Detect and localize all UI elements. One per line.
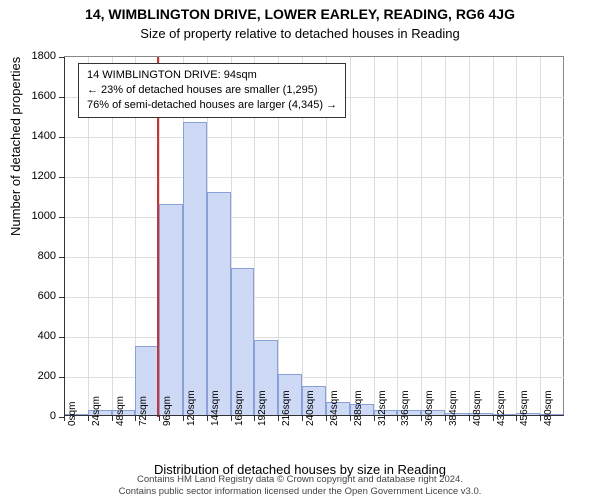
footer-line-2: Contains public sector information licen… — [0, 486, 600, 498]
gridline-h — [64, 137, 564, 138]
xtick-mark — [302, 416, 303, 421]
ytick-label: 200 — [16, 370, 56, 382]
xtick-mark — [540, 416, 541, 421]
info-line-3: 76% of semi-detached houses are larger (… — [87, 98, 337, 113]
ytick-label: 1400 — [16, 130, 56, 142]
ytick-label: 1800 — [16, 50, 56, 62]
ytick-label: 1600 — [16, 90, 56, 102]
xtick-label: 384sqm — [448, 390, 459, 426]
xtick-label: 48sqm — [115, 396, 126, 426]
xtick-mark — [397, 416, 398, 421]
xtick-mark — [88, 416, 89, 421]
ytick-label: 800 — [16, 250, 56, 262]
ytick-label: 0 — [16, 410, 56, 422]
gridline-v — [469, 57, 470, 417]
chart-container: 14, WIMBLINGTON DRIVE, LOWER EARLEY, REA… — [0, 0, 600, 500]
xtick-label: 120sqm — [186, 390, 197, 426]
chart-subtitle: Size of property relative to detached ho… — [0, 22, 600, 41]
xtick-mark — [135, 416, 136, 421]
xtick-mark — [254, 416, 255, 421]
xtick-label: 264sqm — [329, 390, 340, 426]
xtick-mark — [183, 416, 184, 421]
gridline-v — [516, 57, 517, 417]
xtick-mark — [278, 416, 279, 421]
xtick-mark — [445, 416, 446, 421]
gridline-v — [397, 57, 398, 417]
gridline-h — [64, 297, 564, 298]
plot-region: 14 WIMBLINGTON DRIVE: 94sqm ← 23% of det… — [64, 56, 564, 416]
xtick-mark — [516, 416, 517, 421]
info-line-2: ← 23% of detached houses are smaller (1,… — [87, 83, 337, 98]
xtick-mark — [374, 416, 375, 421]
xtick-label: 168sqm — [234, 390, 245, 426]
gridline-h — [64, 177, 564, 178]
xtick-label: 192sqm — [257, 390, 268, 426]
xtick-label: 72sqm — [138, 396, 149, 426]
info-box: 14 WIMBLINGTON DRIVE: 94sqm ← 23% of det… — [78, 63, 346, 118]
xtick-label: 432sqm — [496, 390, 507, 426]
ytick-label: 400 — [16, 330, 56, 342]
ytick-label: 1000 — [16, 210, 56, 222]
gridline-h — [64, 257, 564, 258]
info-line-1: 14 WIMBLINGTON DRIVE: 94sqm — [87, 68, 337, 83]
xtick-mark — [350, 416, 351, 421]
xtick-label: 96sqm — [162, 396, 173, 426]
ytick-label: 1200 — [16, 170, 56, 182]
gridline-v — [421, 57, 422, 417]
xtick-label: 216sqm — [281, 390, 292, 426]
y-axis-line — [64, 57, 65, 417]
xtick-mark — [231, 416, 232, 421]
footer: Contains HM Land Registry data © Crown c… — [0, 474, 600, 498]
xtick-mark — [469, 416, 470, 421]
xtick-label: 312sqm — [377, 390, 388, 426]
chart-area: 14 WIMBLINGTON DRIVE: 94sqm ← 23% of det… — [64, 56, 564, 416]
xtick-label: 144sqm — [210, 390, 221, 426]
xtick-label: 408sqm — [472, 390, 483, 426]
xtick-label: 0sqm — [67, 402, 78, 426]
gridline-v — [540, 57, 541, 417]
xtick-mark — [326, 416, 327, 421]
footer-line-1: Contains HM Land Registry data © Crown c… — [0, 474, 600, 486]
histogram-bar — [159, 204, 183, 416]
gridline-v — [350, 57, 351, 417]
xtick-mark — [112, 416, 113, 421]
gridline-v — [445, 57, 446, 417]
xtick-mark — [493, 416, 494, 421]
xtick-label: 336sqm — [400, 390, 411, 426]
xtick-mark — [159, 416, 160, 421]
gridline-v — [374, 57, 375, 417]
xtick-label: 288sqm — [353, 390, 364, 426]
gridline-v — [493, 57, 494, 417]
chart-title: 14, WIMBLINGTON DRIVE, LOWER EARLEY, REA… — [0, 0, 600, 22]
xtick-mark — [421, 416, 422, 421]
histogram-bar — [207, 192, 231, 416]
xtick-label: 480sqm — [543, 390, 554, 426]
xtick-label: 240sqm — [305, 390, 316, 426]
xtick-label: 24sqm — [91, 396, 102, 426]
xtick-label: 360sqm — [424, 390, 435, 426]
ytick-label: 600 — [16, 290, 56, 302]
xtick-label: 456sqm — [519, 390, 530, 426]
gridline-h — [64, 337, 564, 338]
gridline-h — [64, 217, 564, 218]
xtick-mark — [207, 416, 208, 421]
histogram-bar — [183, 122, 207, 416]
